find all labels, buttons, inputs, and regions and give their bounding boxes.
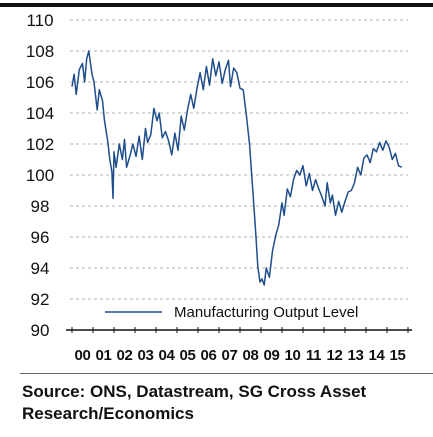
x-tick-label: 08	[242, 347, 258, 364]
y-tick-label: 96	[31, 228, 50, 247]
y-tick-label: 108	[26, 42, 54, 61]
x-tick-label: 09	[263, 347, 279, 364]
source-note: Source: ONS, Datastream, SG Cross Asset …	[22, 382, 367, 423]
y-tick-label: 104	[26, 104, 54, 123]
x-tick-label: 12	[326, 347, 342, 364]
x-tick-label: 15	[389, 347, 405, 364]
x-tick-label: 07	[221, 347, 237, 364]
y-tick-label: 98	[31, 197, 50, 216]
x-tick-label: 00	[74, 347, 90, 364]
source-divider	[20, 373, 433, 374]
y-tick-label: 106	[26, 73, 54, 92]
x-tick-label: 11	[306, 347, 321, 364]
series-line	[71, 50, 403, 286]
x-tick-label: 04	[158, 347, 175, 364]
x-tick-label: 02	[116, 347, 132, 364]
series-layer	[71, 50, 403, 286]
x-axis: 00 01 02 03 04 05 06 07 08 09 10 11 12 13 14 15	[66, 327, 412, 364]
top-rule	[0, 3, 433, 7]
legend: Manufacturing Output Level	[105, 304, 358, 321]
x-tick-label: 06	[200, 347, 216, 364]
y-tick-label: 100	[26, 166, 54, 185]
x-tick-label: 13	[347, 347, 363, 364]
y-tick-label: 94	[31, 259, 50, 278]
y-axis-ticks: 90 92 94 96 98 100 102 104 106 108 110	[26, 11, 54, 340]
x-tick-label: 14	[368, 347, 385, 364]
y-tick-label: 102	[26, 135, 54, 154]
y-tick-label: 110	[26, 11, 53, 30]
legend-label: Manufacturing Output Level	[174, 304, 358, 321]
y-tick-label: 92	[31, 290, 50, 309]
x-tick-label: 03	[137, 347, 153, 364]
x-tick-label: 01	[95, 347, 111, 364]
y-tick-label: 90	[31, 321, 50, 340]
gridlines	[70, 19, 408, 300]
x-tick-label: 05	[179, 347, 195, 364]
x-tick-label: 10	[284, 347, 300, 364]
